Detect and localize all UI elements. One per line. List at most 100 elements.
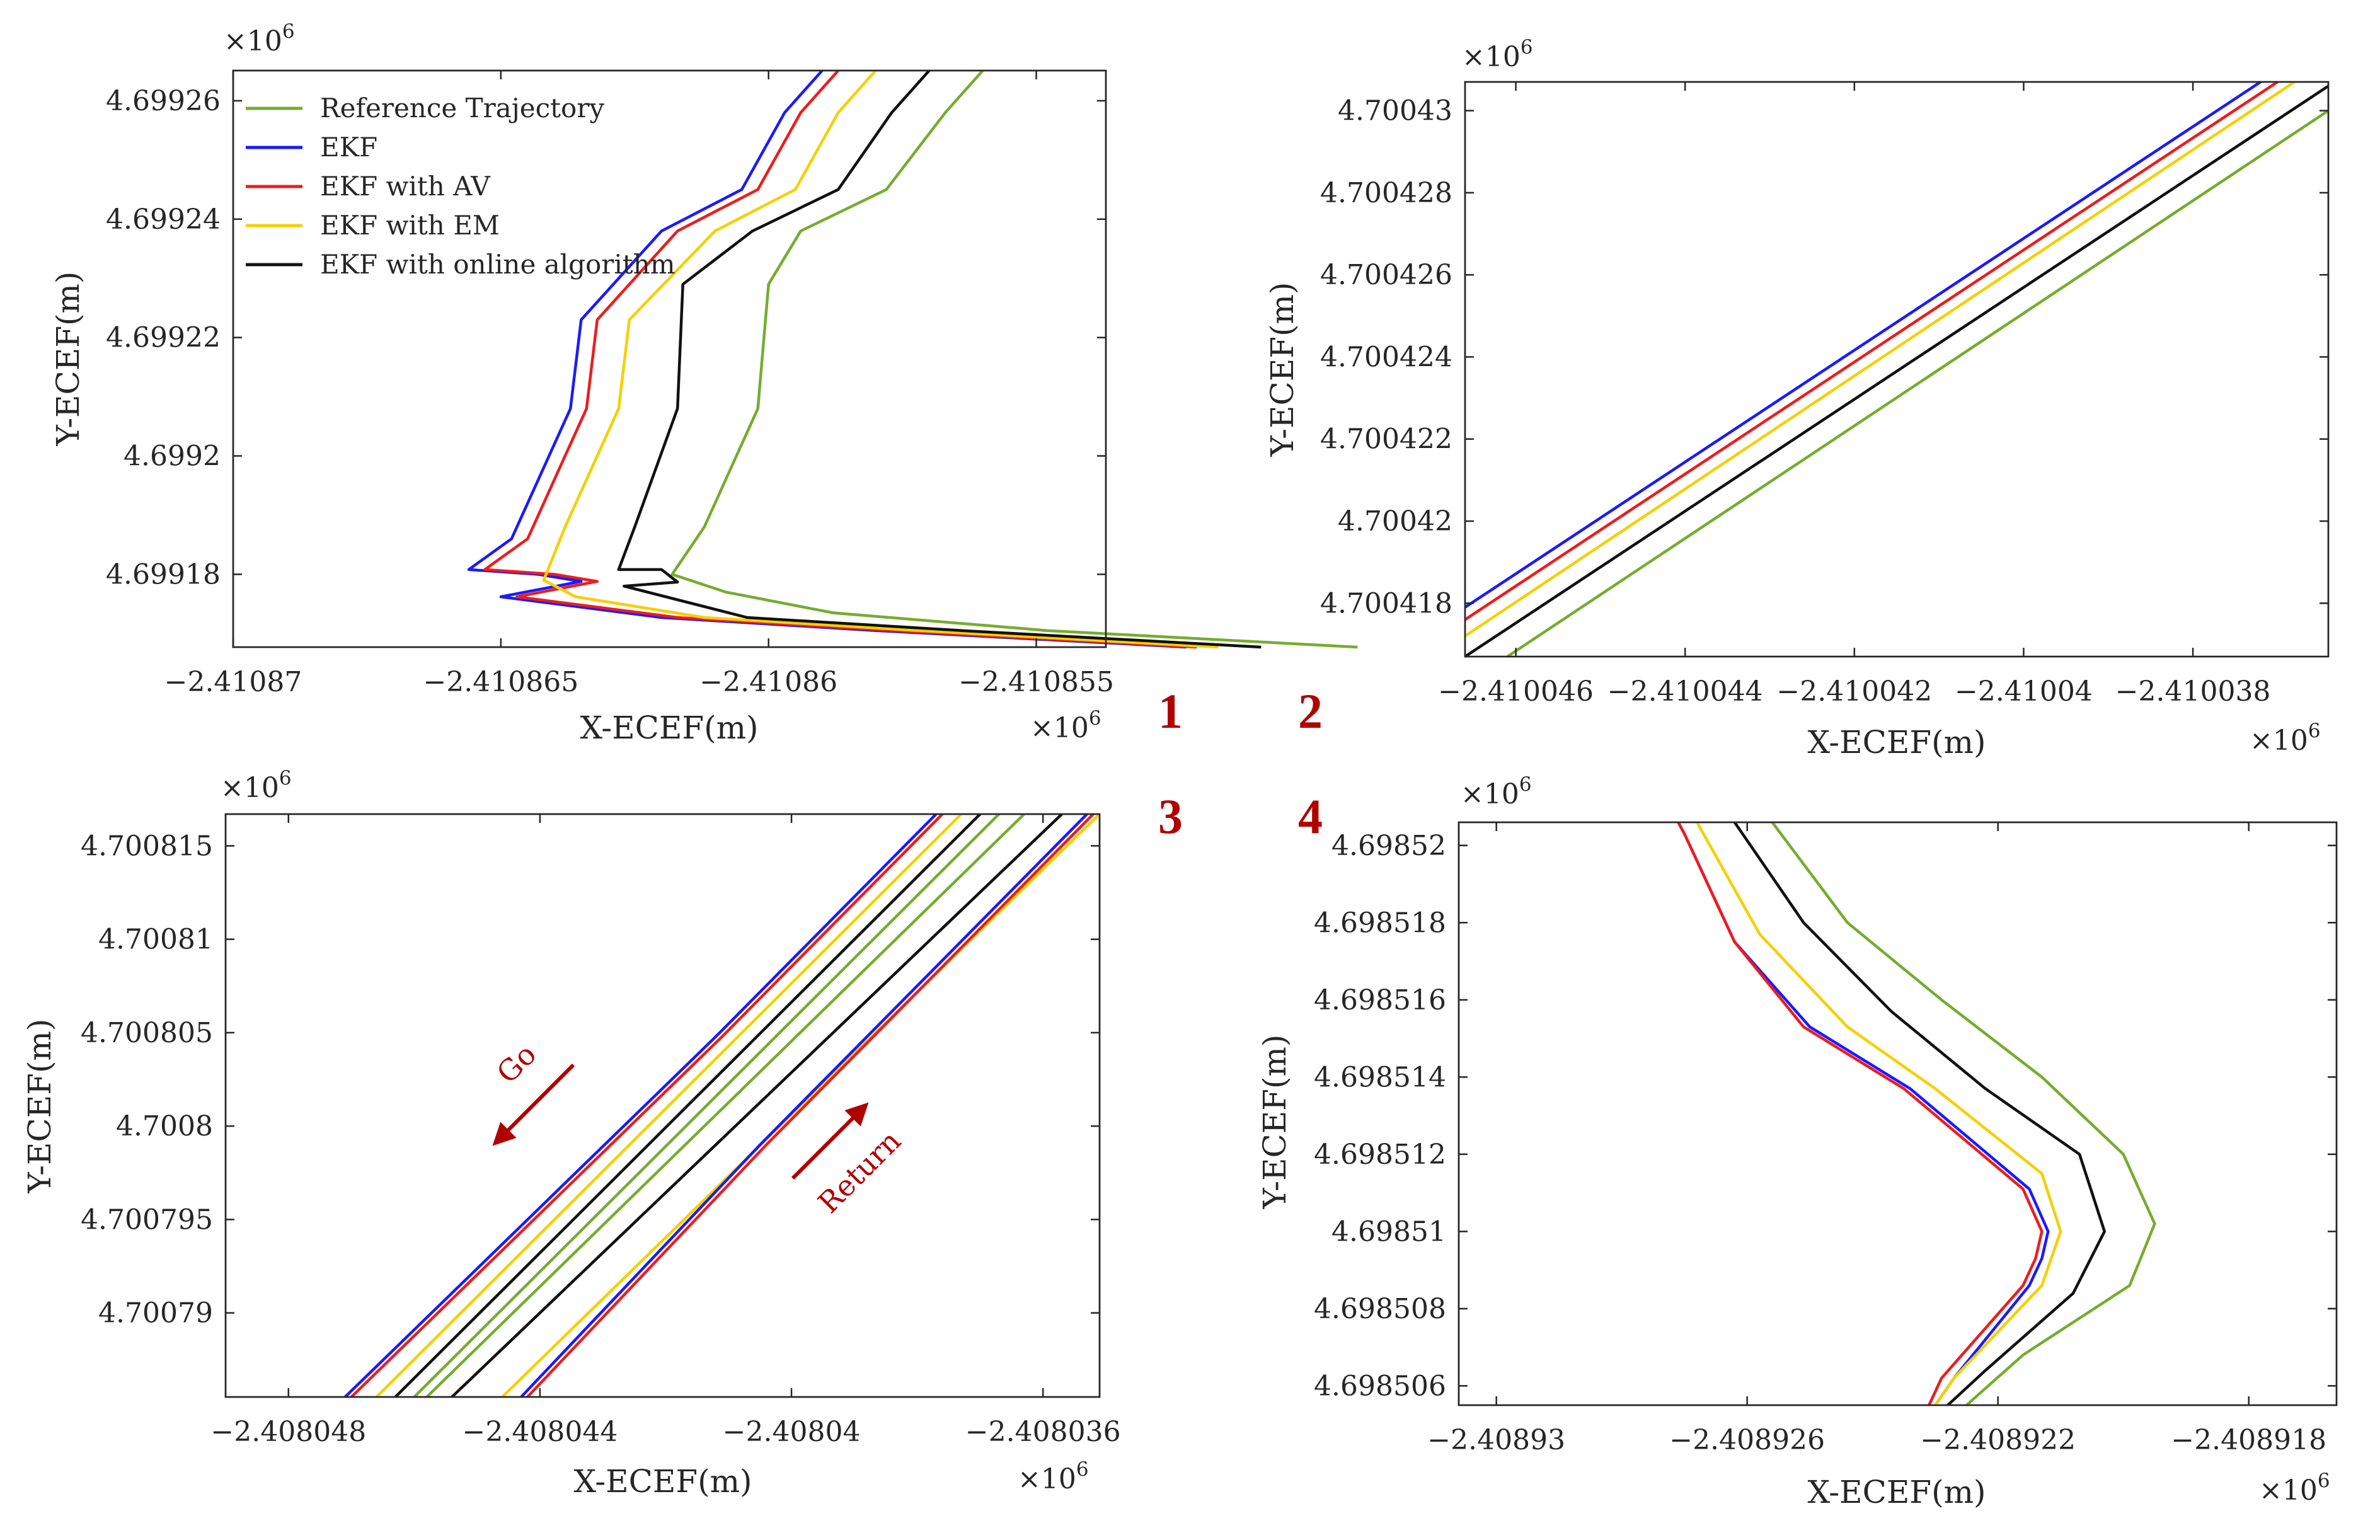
series-group-2 [1464,81,2330,658]
series-line-ekf-with-online-algorithm [451,813,1063,1398]
series-line-ekf-with-av [1677,821,2044,1406]
x-axis-label-4: X-ECEF(m) [1807,1474,1986,1510]
y-tick-label: 4.700815 [81,830,213,862]
series-line-ekf-with-em [375,813,963,1398]
legend-label: Reference Trajectory [320,93,604,124]
series-line-reference-trajectory [413,813,1000,1398]
series-line-ekf-with-online-algorithm [394,813,981,1398]
series-line-ekf-with-em [1464,81,2296,638]
x-tick-label: −2.410865 [423,666,578,698]
series-line-ekf-with-av [350,813,944,1398]
plot-frame-1 [232,69,1107,648]
x-tick-label: −2.410044 [1607,675,1763,708]
x-tick-label: −2.40893 [1427,1424,1565,1456]
x-multiplier-4: ×106 [2259,1469,2330,1507]
x-tick-label: −2.410855 [958,666,1114,698]
series-line-ekf-with-av [1464,81,2279,621]
plot-frame-2-border [1464,81,2330,658]
yticks-group-2: 4.700418 4.70042 4.700422 4.700424 4.700426 4… [1320,95,2328,619]
y-axis-label-3: Y-ECEF(m) [21,1019,58,1194]
y-tick-label: 4.700424 [1320,341,1452,373]
x-tick-label: −2.408044 [463,1416,618,1448]
series-line-reference-trajectory [1771,821,2156,1406]
legend-label: EKF with EM [320,210,500,241]
x-axis-label-1: X-ECEF(m) [580,710,758,746]
go-arrow [492,1063,575,1146]
x-multiplier-3: ×106 [1018,1458,1089,1495]
y-tick-label: 4.7008 [116,1110,213,1142]
yticks-group-1: 4.69918 4.6992 4.69922 4.69924 4.69926 [106,85,1106,590]
y-axis-label-1: Y-ECEF(m) [50,272,86,447]
plot-frame-1-border [232,69,1107,648]
y-tick-label: 4.698506 [1314,1370,1446,1402]
y-tick-label: 4.698512 [1314,1139,1446,1171]
y-tick-label: 4.69852 [1331,830,1446,862]
y-tick-label: 4.698516 [1314,984,1446,1016]
xticks-group-4: −2.40893 −2.408926 −2.408922 −2.408918 [1427,822,2326,1456]
legend-label: EKF with online algorithm [320,249,675,280]
series-line-ekf-with-em [542,69,1219,649]
y-tick-label: 4.70079 [98,1297,213,1330]
series-line-ekf [467,69,1187,649]
panel-1: −2.41087 −2.410865 −2.41086 −2.410855 4.699… [50,20,1358,746]
yticks-group-3: 4.70079 4.700795 4.7008 4.700805 4.70081 4.70… [81,830,1100,1330]
series-line-ekf-with-em [501,813,1101,1398]
legend-label: EKF with AV [320,171,490,202]
y-axis-label-4: Y-ECEF(m) [1256,1035,1293,1210]
plot-frame-3-border [224,813,1101,1398]
x-tick-label: −2.410042 [1776,675,1932,708]
panel-number-4: 4 [1298,789,1323,844]
x-tick-label: −2.410046 [1438,675,1594,708]
y-tick-label: 4.69926 [106,85,221,117]
x-tick-label: −2.41087 [164,666,302,698]
y-tick-label: 4.698518 [1314,907,1446,939]
y-tick-label: 4.70042 [1338,505,1452,537]
y-tick-label: 4.700428 [1320,177,1452,209]
series-line-ekf-with-online-algorithm [617,69,1262,649]
x-multiplier-1: ×106 [1030,707,1101,744]
series-line-ekf [344,813,938,1398]
series-line-ekf [520,813,1088,1398]
y-tick-label: 4.69922 [106,322,221,354]
plot-frame-4 [1457,821,2338,1406]
x-axis-label-3: X-ECEF(m) [573,1463,752,1500]
y-tick-label: 4.700418 [1320,587,1452,619]
y-tick-label: 4.70043 [1338,95,1452,127]
series-line-reference-trajectory [670,69,1358,649]
y-tick-label: 4.6992 [124,440,221,473]
series-line-reference-trajectory [1506,109,2330,658]
legend: Reference Trajectory EKF EKF with AV EKF wi… [246,93,675,280]
xticks-group-3: −2.408048 −2.408044 −2.40804 −2.408036 [210,814,1121,1448]
series-line-ekf-with-online-algorithm [1733,821,2107,1406]
panel-number-1: 1 [1158,684,1183,738]
panel-2: −2.410046 −2.410044 −2.410042 −2.41004 −2.41… [1264,36,2330,761]
y-tick-label: 4.69924 [106,204,221,236]
x-tick-label: −2.408922 [1920,1424,2076,1456]
y-tick-label: 4.700795 [81,1204,213,1236]
series-group-1 [467,69,1358,649]
xticks-group-2: −2.410046 −2.410044 −2.410042 −2.41004 −2.41… [1438,82,2271,708]
y-tick-label: 4.69918 [106,558,221,590]
x-tick-label: −2.41086 [699,666,837,698]
x-tick-label: −2.408918 [2171,1424,2326,1456]
x-multiplier-2: ×106 [2250,720,2321,757]
panel-number-3: 3 [1158,789,1183,844]
series-group-4 [1677,821,2156,1406]
plot-frame-3 [224,813,1101,1398]
series-group-3 [344,813,1101,1398]
x-tick-label: −2.410038 [2115,675,2271,708]
series-line-ekf-with-av [526,813,1095,1398]
x-tick-label: −2.408048 [210,1416,366,1448]
series-line-ekf-with-online-algorithm [1464,84,2330,658]
y-tick-label: 4.698514 [1314,1061,1446,1093]
x-axis-label-2: X-ECEF(m) [1807,724,1986,761]
y-tick-label: 4.69851 [1331,1215,1446,1248]
x-tick-label: −2.408926 [1669,1424,1825,1456]
panel-4: −2.40893 −2.408926 −2.408922 −2.408918 4.69… [1256,773,2338,1510]
y-multiplier-4: ×106 [1461,773,1532,810]
y-multiplier-2: ×106 [1462,36,1533,73]
yticks-group-4: 4.698506 4.698508 4.69851 4.698512 4.698514 4… [1314,830,2337,1402]
panel-3: −2.408048 −2.408044 −2.40804 −2.408036 4.70… [21,767,1121,1500]
y-multiplier-1: ×106 [224,20,295,57]
